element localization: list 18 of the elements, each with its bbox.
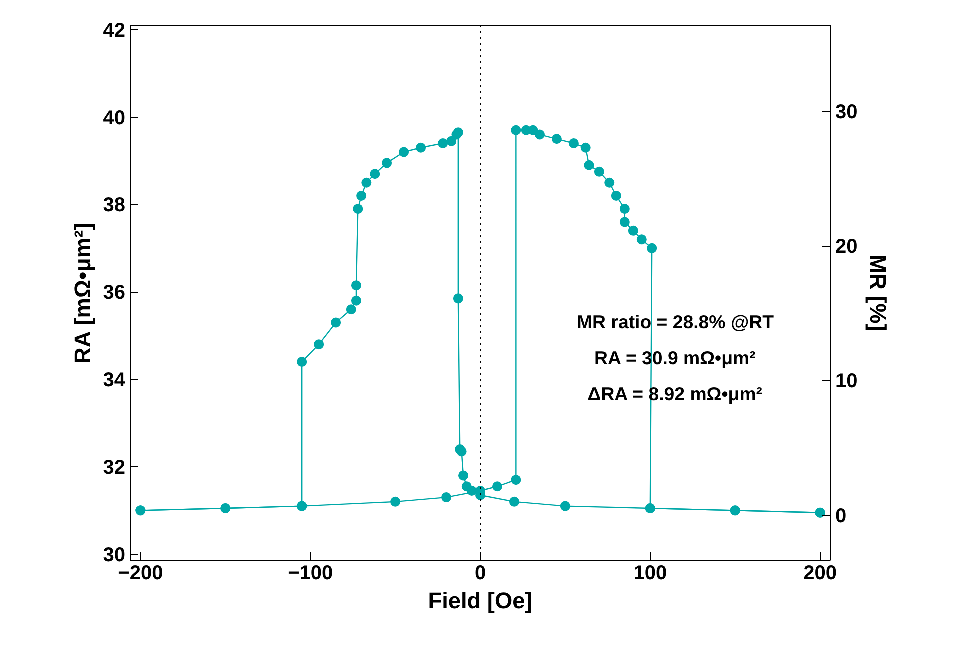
y2-tick-label: 30 bbox=[836, 102, 858, 124]
x-tick-label: −100 bbox=[288, 562, 334, 584]
x-axis-title: Field [Oe] bbox=[428, 588, 533, 614]
y2-tick-label: 20 bbox=[836, 236, 858, 258]
y-tick-label: 34 bbox=[103, 370, 126, 392]
y2-tick-label: 0 bbox=[836, 505, 847, 528]
x-tick-label: 200 bbox=[804, 562, 837, 584]
y2-axis-title: MR [%] bbox=[866, 254, 892, 332]
y-tick-label: 38 bbox=[103, 194, 126, 217]
x-tick-label: 0 bbox=[474, 562, 486, 584]
y-axis-title: RA [mΩ•μm²] bbox=[69, 222, 96, 364]
x-tick-label: 100 bbox=[634, 562, 668, 584]
annotation: MR ratio = 28.8% @RT bbox=[576, 312, 775, 332]
y-tick-label: 36 bbox=[103, 282, 126, 304]
y-tick-label: 32 bbox=[103, 456, 126, 479]
y-tick-label: 42 bbox=[103, 20, 126, 42]
y-tick-label: 40 bbox=[103, 107, 126, 130]
y2-tick-label: 10 bbox=[836, 370, 858, 393]
